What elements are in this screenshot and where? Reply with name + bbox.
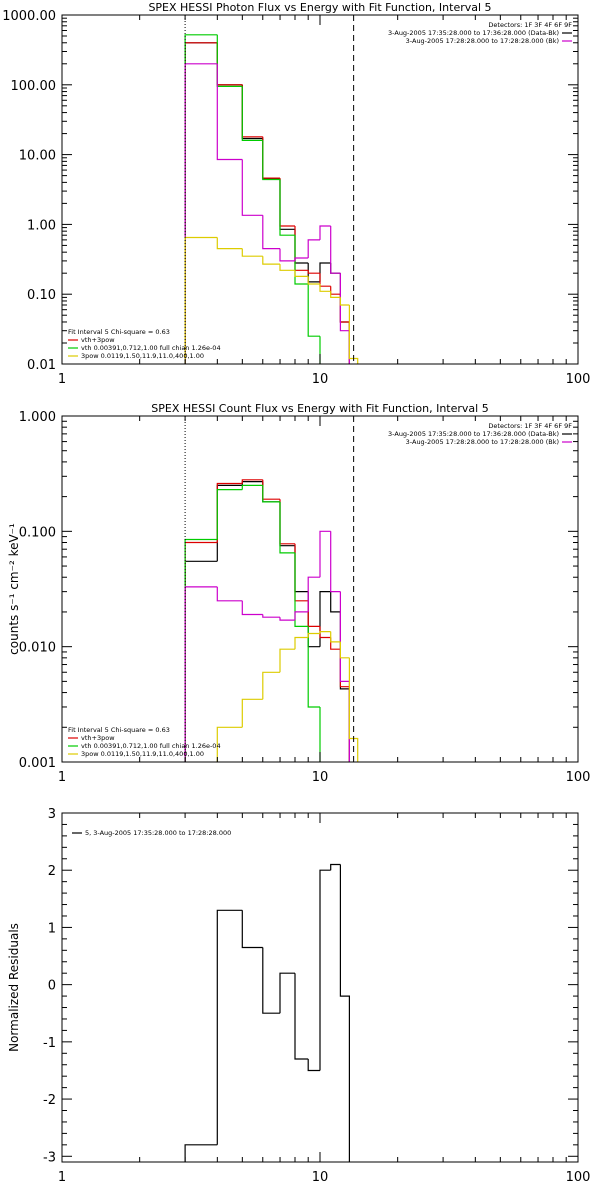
- y-tick-label: 2: [48, 864, 56, 879]
- legend-text: vth 0.00391,0.712,1.00 full chian 1.26e-…: [81, 742, 221, 750]
- y-tick-label: -1: [43, 1036, 56, 1051]
- series-line-1: [184, 863, 350, 1162]
- series-group: [184, 479, 359, 762]
- y-tick-label: 0.001: [19, 756, 56, 771]
- series-line-4: [184, 63, 350, 364]
- legend-top-right: Detectors: 1F 3F 4F 6F 9F3-Aug-2005 17:3…: [388, 21, 572, 45]
- legend-text: 3pow 0.0119,1.50,11.9,11.0,400,1.00: [81, 750, 204, 758]
- y-axis: -3 -2 -1 0 1 2 3: [43, 807, 578, 1165]
- series-line-5: [216, 631, 359, 762]
- legend-top-left: 5, 3-Aug-2005 17:35:28.000 to 17:28:28.0…: [72, 829, 231, 837]
- legend-text: vth+3pow: [81, 336, 115, 344]
- chart-panel-1: SPEX HESSI Photon Flux vs Energy with Fi…: [2, 1, 590, 387]
- y-tick-label: 0.100: [19, 525, 56, 540]
- chart-title: SPEX HESSI Photon Flux vs Energy with Fi…: [148, 1, 491, 14]
- y-tick-label: 1000.00: [2, 9, 56, 24]
- x-tick-label: 100: [566, 770, 591, 785]
- legend-top-right: Detectors: 1F 3F 4F 6F 9F3-Aug-2005 17:3…: [388, 422, 572, 446]
- y-tick-label: 3: [48, 807, 56, 822]
- chart-title: SPEX HESSI Count Flux vs Energy with Fit…: [151, 402, 488, 415]
- x-tick-label: 1: [58, 770, 66, 785]
- legend-text: 3-Aug-2005 17:28:28.000 to 17:28:28.000 …: [406, 438, 559, 446]
- legend-text: Fit Interval 5 Chi-square = 0.63: [68, 328, 170, 336]
- y-axis: 0.01 0.10 1.00 10.00 100.00 1000.00: [2, 9, 578, 373]
- y-tick-label: -3: [43, 1150, 56, 1165]
- x-tick-label: 1: [58, 372, 66, 387]
- x-tick-label: 10: [312, 372, 329, 387]
- y-tick-label: 1: [48, 921, 56, 936]
- series-line-2: [184, 479, 350, 762]
- series-group: [184, 34, 359, 364]
- legend-text: 3-Aug-2005 17:28:28.000 to 17:28:28.000 …: [406, 37, 559, 45]
- legend-text: Detectors: 1F 3F 4F 6F 9F: [488, 422, 572, 430]
- legend-bottom-left: Fit Interval 5 Chi-square = 0.63vth+3pow…: [68, 726, 221, 758]
- y-tick-label: 0.010: [19, 641, 56, 656]
- legend-text: Fit Interval 5 Chi-square = 0.63: [68, 726, 170, 734]
- legend-text: 3-Aug-2005 17:35:28.000 to 17:36:28.000 …: [388, 29, 559, 37]
- y-tick-label: 100.00: [11, 79, 57, 94]
- x-axis: 1 10 100: [58, 813, 591, 1185]
- y-tick-label: 0.01: [27, 358, 56, 373]
- series-line-1: [184, 42, 350, 364]
- x-tick-label: 10: [312, 770, 329, 785]
- series-group: [184, 863, 350, 1162]
- chart-panel-3: Normalized Residuals 1 10 100 -3 -2 -1 0 1 2 3 5, 3…: [7, 807, 590, 1185]
- y-tick-label: 10.00: [19, 149, 56, 164]
- series-line-3: [184, 34, 321, 364]
- legend-text: Detectors: 1F 3F 4F 6F 9F: [488, 21, 572, 29]
- legend-bottom-left: Fit Interval 5 Chi-square = 0.63vth+3pow…: [68, 328, 221, 360]
- x-tick-label: 1: [58, 1170, 66, 1185]
- legend-text: vth 0.00391,0.712,1.00 full chian 1.26e-…: [81, 344, 221, 352]
- x-tick-label: 10: [312, 1170, 329, 1185]
- legend-text: 5, 3-Aug-2005 17:35:28.000 to 17:28:28.0…: [85, 829, 231, 837]
- y-tick-label: 1.00: [27, 218, 56, 233]
- series-line-1: [184, 481, 350, 762]
- y-tick-label: 0: [48, 979, 56, 994]
- chart-panel-2: SPEX HESSI Count Flux vs Energy with Fit…: [7, 402, 590, 785]
- x-axis: 1 10 100: [58, 15, 591, 387]
- series-line-4: [184, 530, 350, 762]
- legend-text: 3-Aug-2005 17:35:28.000 to 17:36:28.000 …: [388, 430, 559, 438]
- y-tick-label: 0.10: [27, 288, 56, 303]
- plot-frame: [61, 14, 579, 365]
- y-tick-label: 1.000: [19, 410, 56, 425]
- x-tick-label: 100: [566, 372, 591, 387]
- y-axis: 0.001 0.010 0.100 1.000: [19, 410, 578, 771]
- y-axis-label: counts s⁻¹ cm⁻² keV⁻¹: [7, 523, 21, 655]
- y-axis-label: Normalized Residuals: [7, 923, 21, 1052]
- y-tick-label: -2: [43, 1093, 56, 1108]
- legend-text: vth+3pow: [81, 734, 115, 742]
- x-tick-label: 100: [566, 1170, 591, 1185]
- x-axis: 1 10 100: [58, 416, 591, 785]
- series-line-2: [184, 42, 350, 364]
- legend-text: 3pow 0.0119,1.50,11.9,11.0,400,1.00: [81, 352, 204, 360]
